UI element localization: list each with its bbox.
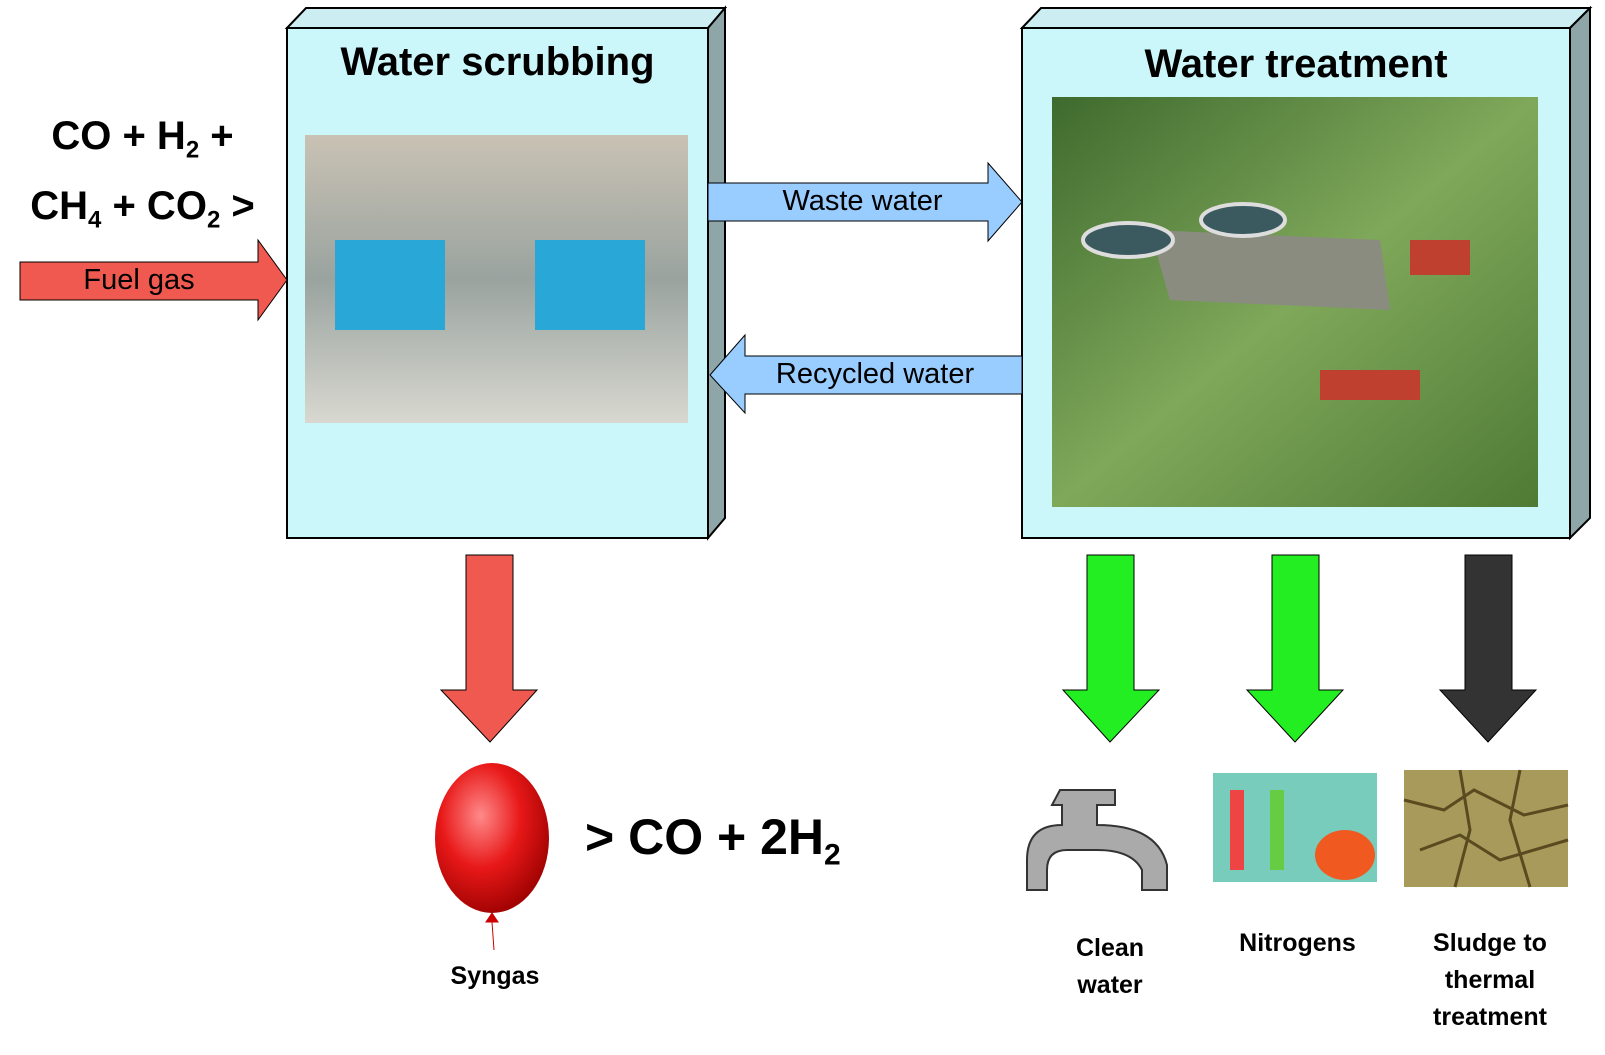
input-formula: CO + H2 +CH4 + CO2 > — [0, 108, 285, 249]
box-top — [1022, 8, 1590, 28]
balloon-string — [486, 913, 498, 950]
formula-text: CH — [30, 184, 88, 228]
photo-detail — [335, 240, 445, 330]
formula-line: CH4 + CO2 > — [0, 178, 285, 248]
arrow — [1247, 555, 1343, 742]
arrow-label: Recycled water — [745, 358, 1005, 391]
formula-text: > CO + 2H — [585, 809, 824, 865]
formula-text: CO + H — [51, 114, 185, 158]
arrow-label: Fuel gas — [20, 264, 258, 297]
tube — [1270, 790, 1284, 870]
photo-detail — [1320, 370, 1420, 400]
box-title: Water treatment — [1022, 42, 1570, 87]
formula-text: + — [199, 114, 233, 158]
arrow — [441, 555, 537, 742]
formula-text: + CO — [101, 184, 207, 228]
photo-detail — [1083, 223, 1173, 257]
subscript: 2 — [186, 136, 199, 163]
output-label: Syngas — [420, 958, 570, 995]
photo-detail — [1150, 230, 1390, 310]
output-formula: > CO + 2H2 — [585, 808, 841, 873]
flask — [1315, 830, 1375, 880]
page: Water scrubbing Water treatment CO + H2 … — [0, 0, 1605, 1055]
balloon — [435, 763, 549, 913]
box-side — [708, 8, 725, 538]
formula-line: CO + H2 + — [0, 108, 285, 178]
arrow — [1440, 555, 1536, 742]
box-side — [1570, 8, 1590, 538]
product-label: Sludge to thermal treatment — [1410, 925, 1570, 1036]
subscript: 2 — [824, 839, 841, 872]
faucet-icon — [1027, 790, 1167, 890]
subscript: 4 — [88, 207, 101, 234]
subscript: 2 — [207, 207, 220, 234]
photo-detail — [1410, 240, 1470, 275]
photo-detail — [535, 240, 645, 330]
product-label: Clean water — [1060, 930, 1160, 1004]
photo-detail — [1201, 204, 1285, 236]
box-top — [287, 8, 725, 28]
box-title: Water scrubbing — [287, 40, 708, 85]
arrow-label: Waste water — [740, 185, 985, 218]
product-label: Nitrogens — [1215, 925, 1380, 962]
formula-text: > — [220, 184, 254, 228]
arrow — [1063, 555, 1159, 742]
tube — [1230, 790, 1244, 870]
sludge-image — [1404, 770, 1568, 887]
